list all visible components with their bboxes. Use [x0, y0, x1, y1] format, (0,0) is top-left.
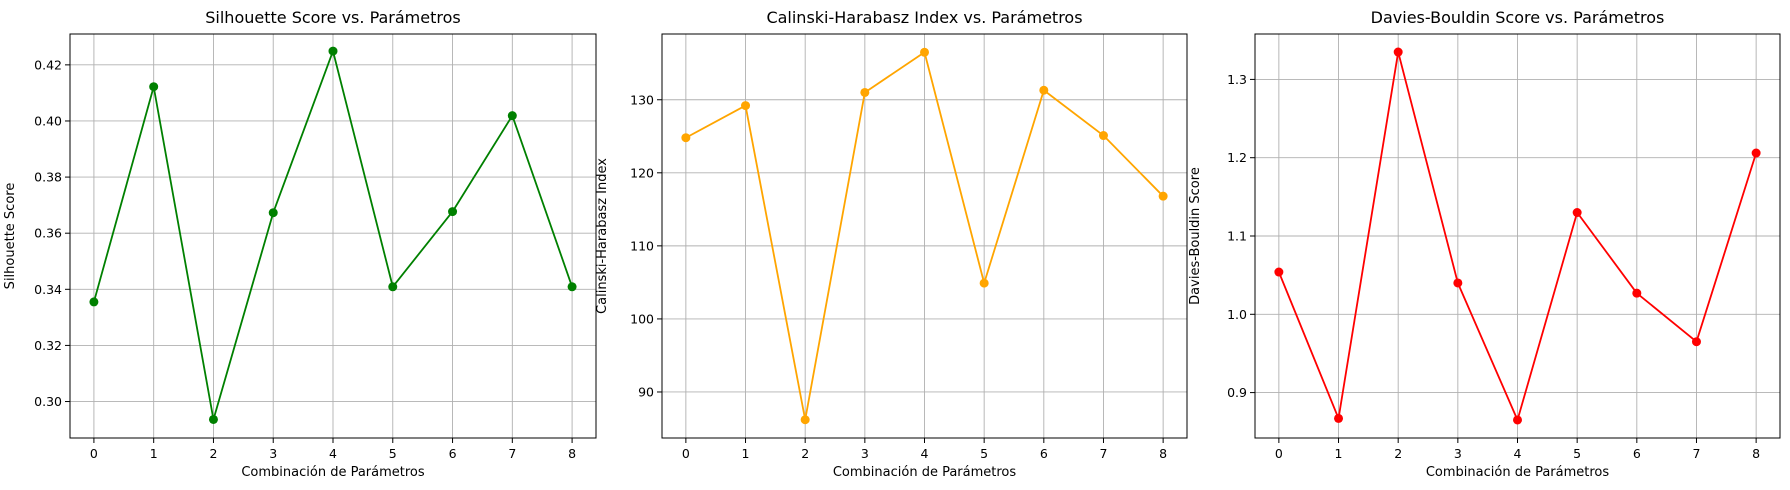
- x-axis-label: Combinación de Parámetros: [241, 465, 425, 480]
- data-point: [1334, 413, 1344, 423]
- axes-frame: [661, 33, 1188, 439]
- y-tick-label: 1.0: [1227, 307, 1247, 322]
- data-point: [1158, 191, 1168, 201]
- x-tick-label: 3: [861, 446, 869, 461]
- chart-title: Calinski-Harabasz Index vs. Parámetros: [766, 8, 1082, 27]
- x-tick-label: 7: [508, 446, 516, 461]
- x-tick-label: 7: [1100, 446, 1108, 461]
- chart-calinski-harabasz: 0 1 2 3 4 5 6 7 8 90 100 110 120 130 Calinski-Harabasz…: [595, 8, 1188, 480]
- y-tick-label: 1.2: [1227, 150, 1247, 165]
- x-tick-label: 4: [329, 446, 337, 461]
- x-tick-label: 6: [449, 446, 457, 461]
- y-tick-label: 0.40: [34, 113, 62, 128]
- x-tick-label: 6: [1633, 446, 1641, 461]
- y-tick-label: 130: [630, 92, 654, 107]
- y-axis-label: Calinski-Harabasz Index: [595, 158, 610, 314]
- x-tick-label: 8: [1159, 446, 1167, 461]
- x-tick-label: 4: [1514, 446, 1522, 461]
- data-point: [681, 133, 691, 143]
- x-tick-label: 5: [980, 446, 988, 461]
- y-tick-label: 1.1: [1227, 229, 1247, 244]
- x-tick-label: 1: [150, 446, 158, 461]
- y-tick-label: 0.36: [34, 226, 62, 241]
- data-point: [328, 46, 338, 56]
- x-tick-label: 6: [1040, 446, 1048, 461]
- data-point: [268, 208, 278, 218]
- x-tick-label: 0: [90, 446, 98, 461]
- x-tick-label: 0: [682, 446, 690, 461]
- y-tick-label: 90: [638, 384, 654, 399]
- axes-frame: [69, 33, 597, 439]
- data-point: [149, 82, 159, 92]
- y-tick-label: 1.3: [1227, 72, 1247, 87]
- data-point: [1039, 85, 1049, 95]
- x-tick-label: 2: [801, 446, 809, 461]
- data-point: [1632, 288, 1642, 298]
- data-point: [388, 282, 398, 292]
- data-point: [1572, 208, 1582, 218]
- data-point: [448, 207, 458, 217]
- data-point: [1751, 148, 1761, 158]
- x-tick-label: 8: [568, 446, 576, 461]
- x-tick-label: 2: [1394, 446, 1402, 461]
- x-tick-label: 1: [742, 446, 750, 461]
- y-tick-label: 120: [630, 165, 654, 180]
- data-point: [920, 47, 929, 57]
- data-point: [1274, 267, 1284, 277]
- data-point: [1691, 337, 1701, 347]
- data-point: [89, 297, 99, 307]
- data-point: [1513, 415, 1522, 425]
- x-tick-label: 7: [1693, 446, 1701, 461]
- x-tick-label: 1: [1335, 446, 1343, 461]
- data-point: [567, 282, 577, 292]
- x-tick-label: 5: [1573, 446, 1581, 461]
- data-point: [741, 101, 751, 111]
- x-tick-label: 5: [389, 446, 397, 461]
- x-axis-label: Combinación de Parámetros: [833, 465, 1017, 480]
- axes-frame: [1254, 33, 1781, 439]
- data-point: [1098, 131, 1108, 141]
- y-tick-label: 0.38: [34, 170, 62, 185]
- x-tick-label: 8: [1752, 446, 1760, 461]
- x-tick-label: 4: [921, 446, 929, 461]
- chart-title: Silhouette Score vs. Parámetros: [205, 8, 460, 27]
- y-tick-label: 0.42: [34, 57, 62, 72]
- x-tick-label: 0: [1275, 446, 1283, 461]
- x-tick-label: 2: [209, 446, 217, 461]
- y-axis-label: Davies-Bouldin Score: [1188, 167, 1203, 305]
- chart-silhouette: 0 1 2 3 4 5 6 7 8 0.30 0.32 0.34 0.36 0.38 0.40 0.42 Sil…: [3, 8, 597, 480]
- x-tick-label: 3: [1454, 446, 1462, 461]
- y-axis-label: Silhouette Score: [3, 183, 18, 290]
- data-point: [979, 278, 989, 288]
- chart-title: Davies-Bouldin Score vs. Parámetros: [1371, 8, 1665, 27]
- x-tick-label: 3: [269, 446, 277, 461]
- data-point: [1453, 278, 1463, 288]
- y-tick-label: 0.32: [34, 338, 62, 353]
- y-tick-label: 0.34: [34, 282, 62, 297]
- data-point: [800, 415, 810, 425]
- y-tick-label: 100: [630, 311, 654, 326]
- data-point: [507, 111, 517, 121]
- chart-davies-bouldin: 0 1 2 3 4 5 6 7 8 0.9 1.0 1.1 1.2 1.3 Davies-Bouldin S…: [1188, 8, 1781, 480]
- data-point: [860, 87, 870, 97]
- y-tick-label: 0.30: [34, 394, 62, 409]
- x-axis-label: Combinación de Parámetros: [1426, 465, 1610, 480]
- y-tick-label: 110: [630, 238, 654, 253]
- data-point: [208, 414, 218, 424]
- data-point: [1393, 47, 1403, 57]
- y-tick-label: 0.9: [1227, 385, 1247, 400]
